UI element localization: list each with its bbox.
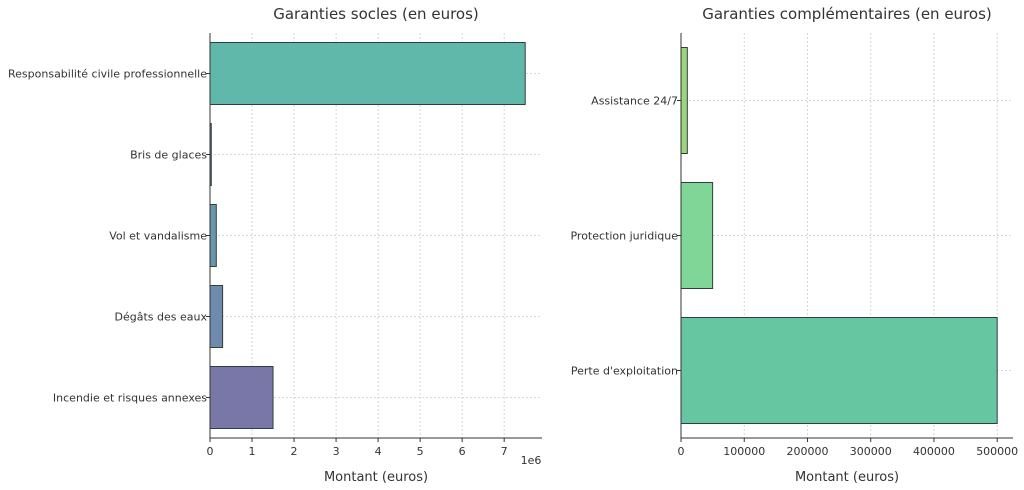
- bar: [209, 42, 526, 105]
- x-tick-label: 1: [249, 445, 256, 458]
- category-label: Assistance 24/7: [591, 95, 678, 108]
- bar: [209, 204, 217, 267]
- x-tick-label: 100000: [723, 445, 765, 458]
- bar: [680, 47, 688, 154]
- x-tick-label: 200000: [786, 445, 828, 458]
- x-tick-label: 2: [291, 445, 298, 458]
- x-tick-label: 300000: [850, 445, 892, 458]
- category-label: Protection juridique: [570, 230, 678, 243]
- x-tick-label: 0: [207, 445, 214, 458]
- bar: [209, 366, 274, 429]
- category-label: Responsabilité civile professionnelle: [8, 68, 207, 81]
- x-tick-label: 6: [459, 445, 466, 458]
- x-tick-label: 0: [678, 445, 685, 458]
- category-label: Bris de glaces: [130, 149, 207, 162]
- category-label: Vol et vandalisme: [109, 230, 207, 243]
- x-tick-label: 4: [375, 445, 382, 458]
- axis-offset-label: 1e6: [521, 454, 542, 467]
- x-tick-label: 400000: [913, 445, 955, 458]
- x-tick-label: 7: [501, 445, 508, 458]
- x-tick-label: 5: [417, 445, 424, 458]
- category-label: Incendie et risques annexes: [53, 392, 207, 405]
- x-tick-label: 500000: [976, 445, 1018, 458]
- category-label: Perte d'exploitation: [571, 365, 678, 378]
- chart-title: Garanties complémentaires (en euros): [702, 5, 992, 23]
- bar: [680, 182, 714, 289]
- bar: [209, 285, 224, 348]
- x-tick-label: 3: [333, 445, 340, 458]
- x-axis-label: Montant (euros): [795, 470, 899, 485]
- chart-title: Garanties socles (en euros): [273, 5, 479, 23]
- category-label: Dégâts des eaux: [115, 311, 208, 324]
- bar: [680, 317, 998, 424]
- x-axis-label: Montant (euros): [324, 470, 428, 485]
